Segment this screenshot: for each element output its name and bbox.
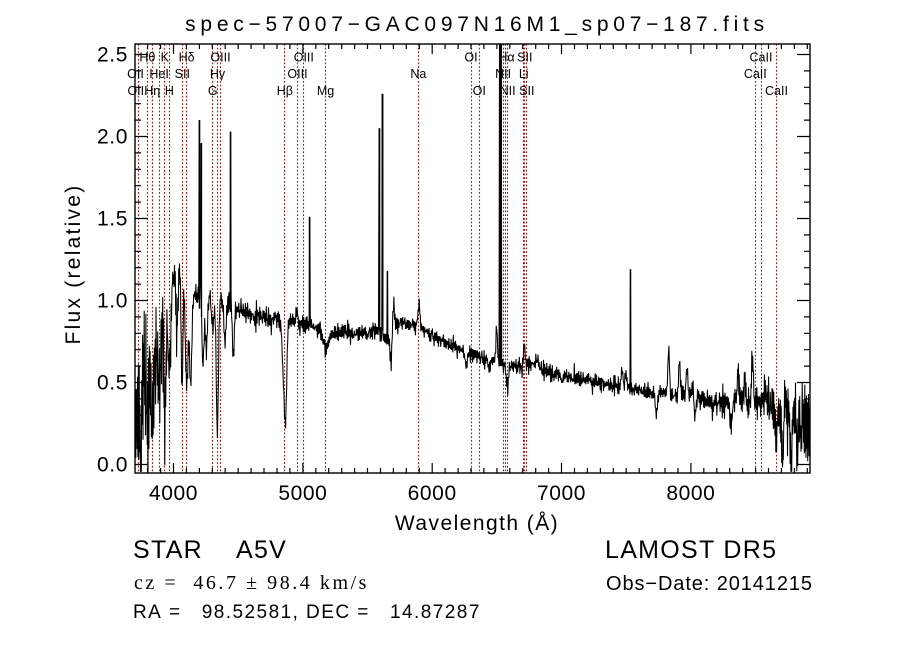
svg-text:spec−57007−GAC097N16M1_sp07−18: spec−57007−GAC097N16M1_sp07−187.fits (185, 13, 769, 36)
svg-text:K: K (161, 51, 170, 65)
svg-text:OI: OI (473, 84, 486, 98)
svg-text:OIII: OIII (210, 51, 230, 65)
svg-text:CaII: CaII (750, 51, 773, 65)
svg-text:4000: 4000 (149, 482, 198, 505)
svg-text:OII: OII (127, 67, 144, 81)
svg-text:OII: OII (127, 84, 144, 98)
svg-text:Hθ: Hθ (139, 51, 155, 65)
svg-text:SII: SII (175, 67, 190, 81)
svg-text:Mg: Mg (317, 84, 334, 98)
svg-text:Hβ: Hβ (277, 84, 293, 98)
svg-text:1.0: 1.0 (97, 290, 128, 313)
svg-text:LAMOST DR5: LAMOST DR5 (605, 536, 777, 564)
svg-text:H: H (165, 84, 174, 98)
svg-text:5000: 5000 (278, 482, 327, 505)
svg-text:Hγ: Hγ (210, 67, 226, 81)
svg-text:2.5: 2.5 (97, 44, 128, 67)
svg-text:0.0: 0.0 (97, 454, 128, 477)
svg-text:Hδ: Hδ (179, 51, 195, 65)
svg-text:OI: OI (464, 51, 477, 65)
svg-text:NII: NII (495, 67, 511, 81)
svg-text:6000: 6000 (408, 482, 457, 505)
svg-text:Hα: Hα (498, 51, 514, 65)
svg-text:8000: 8000 (666, 482, 715, 505)
svg-text:Flux (relative): Flux (relative) (62, 184, 85, 345)
svg-text:OIII: OIII (287, 67, 307, 81)
svg-text:CaII: CaII (765, 84, 788, 98)
svg-text:cz = 46.7 ± 98.4 km/s: cz = 46.7 ± 98.4 km/s (134, 572, 369, 594)
svg-text:Wavelength (Å): Wavelength (Å) (395, 512, 559, 535)
svg-text:Na: Na (410, 67, 426, 81)
svg-text:OIII: OIII (294, 51, 314, 65)
svg-text:G: G (208, 84, 218, 98)
svg-text:2.0: 2.0 (97, 126, 128, 149)
svg-text:RA = 98.52581, DEC = 14.87: RA = 98.52581, DEC = 14.87287 (133, 602, 481, 623)
svg-text:0.5: 0.5 (97, 372, 128, 395)
svg-text:STAR A5V: STAR A5V (133, 536, 287, 564)
svg-text:HeI: HeI (149, 67, 168, 81)
svg-text:Li: Li (519, 67, 529, 81)
svg-text:SII: SII (519, 84, 534, 98)
svg-text:Obs−Date: 20141215: Obs−Date: 20141215 (606, 573, 813, 595)
svg-text:NII: NII (500, 84, 516, 98)
svg-text:CaII: CaII (744, 67, 767, 81)
svg-text:1.5: 1.5 (97, 208, 128, 231)
svg-text:Hη: Hη (144, 84, 160, 98)
svg-text:SII: SII (517, 51, 532, 65)
svg-text:7000: 7000 (537, 482, 586, 505)
